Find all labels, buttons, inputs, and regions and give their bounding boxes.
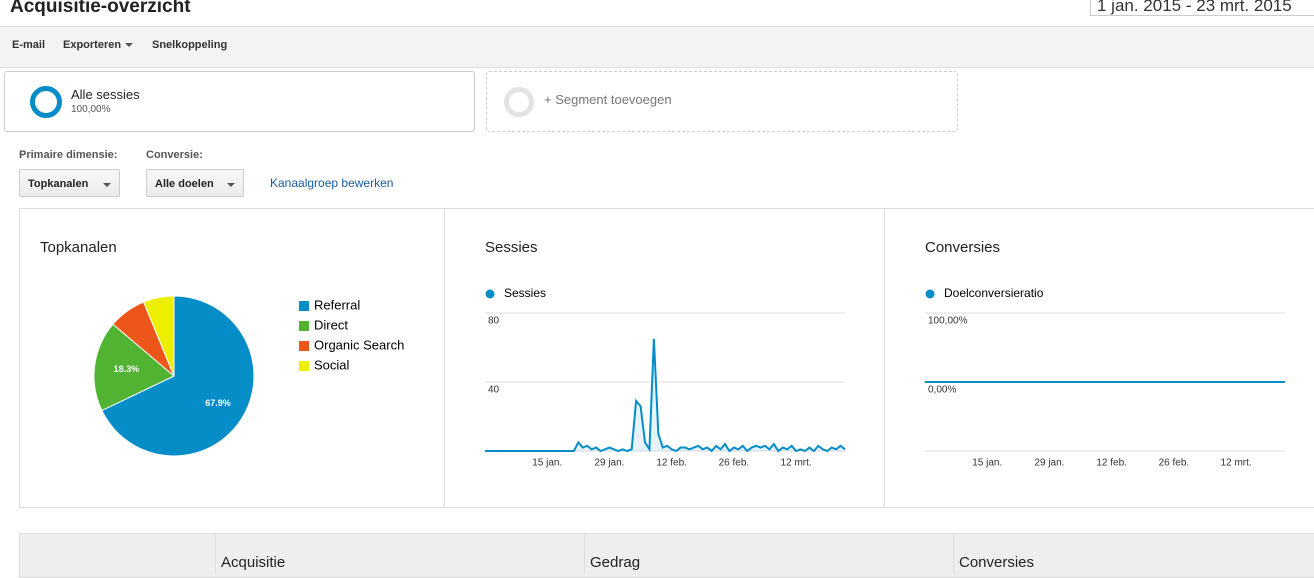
divider bbox=[953, 533, 954, 573]
divider bbox=[444, 208, 445, 508]
table-group: Conversies bbox=[959, 554, 1035, 571]
pie-slice bbox=[93, 323, 175, 412]
x-tick-label: 15 jan. bbox=[532, 458, 562, 469]
dropdown[interactable]: Topkanalen bbox=[19, 169, 120, 197]
page-title: Acquisitie-overzicht bbox=[10, 0, 191, 17]
slice-label: 18.3% bbox=[114, 364, 140, 374]
x-tick-label: 29 jan. bbox=[594, 458, 624, 469]
toolbar bbox=[0, 26, 1314, 68]
pie-slice bbox=[142, 295, 175, 377]
y-tick-label: 40 bbox=[488, 385, 500, 396]
panel-row bbox=[19, 208, 1314, 508]
legend-swatch bbox=[299, 341, 309, 351]
legend-label: Doelconversieratio bbox=[944, 286, 1044, 300]
y-tick-label: 0,00% bbox=[928, 385, 956, 396]
toolbar-item[interactable]: E-mail bbox=[12, 39, 46, 51]
legend-label: Direct bbox=[314, 317, 348, 332]
x-tick-label: 12 mrt. bbox=[1221, 458, 1252, 469]
area bbox=[485, 338, 845, 451]
add-segment[interactable]: + Segment toevoegen bbox=[544, 92, 672, 107]
label: Primaire dimensie: bbox=[19, 149, 118, 161]
legend-dot bbox=[925, 289, 935, 299]
divider bbox=[215, 533, 216, 573]
legend-swatch bbox=[299, 301, 309, 311]
toolbar-item[interactable]: Exporteren bbox=[63, 39, 122, 51]
segment-percent: 100,00% bbox=[71, 104, 111, 115]
divider bbox=[884, 208, 885, 508]
dropdown-value: Topkanalen bbox=[28, 178, 89, 190]
label: Conversie: bbox=[146, 149, 203, 161]
x-tick-label: 12 feb. bbox=[656, 458, 687, 469]
x-tick-label: 12 mrt. bbox=[781, 458, 812, 469]
toolbar-item[interactable]: Snelkoppeling bbox=[152, 39, 228, 51]
legend-label: Organic Search bbox=[314, 337, 404, 352]
legend-dot bbox=[485, 289, 495, 299]
legend-swatch bbox=[299, 361, 309, 371]
table-group: Acquisitie bbox=[221, 554, 286, 571]
y-tick-label: 100,00% bbox=[928, 316, 968, 327]
x-tick-label: 26 feb. bbox=[1159, 458, 1190, 469]
table-header bbox=[19, 533, 1314, 578]
dropdown[interactable]: Alle doelen bbox=[146, 169, 244, 197]
add-segment-card[interactable] bbox=[486, 71, 958, 132]
panel-title: Sessies bbox=[485, 239, 538, 256]
x-tick-label: 12 feb. bbox=[1096, 458, 1127, 469]
dropdown-value: Alle doelen bbox=[155, 178, 214, 190]
line bbox=[485, 338, 846, 453]
segment-icon bbox=[504, 87, 534, 117]
legend-label: Referral bbox=[314, 297, 360, 312]
x-tick-label: 29 jan. bbox=[1034, 458, 1064, 469]
segment-card[interactable] bbox=[4, 71, 475, 132]
dropdown-caret bbox=[125, 43, 133, 51]
x-tick-label: 26 feb. bbox=[719, 458, 750, 469]
link[interactable]: Kanaalgroep bewerken bbox=[270, 176, 394, 190]
pie-slice bbox=[101, 295, 255, 457]
segment-name: Alle sessies bbox=[71, 87, 140, 102]
date-range[interactable]: 1 jan. 2015 - 23 mrt. 2015 bbox=[1090, 0, 1314, 16]
divider bbox=[584, 533, 585, 573]
panel-title: Topkanalen bbox=[40, 239, 117, 256]
y-tick-label: 80 bbox=[488, 316, 500, 327]
legend-label: Sessies bbox=[504, 286, 546, 300]
slice-label: 67.9% bbox=[205, 398, 231, 408]
x-tick-label: 15 jan. bbox=[972, 458, 1002, 469]
legend-label: Social bbox=[314, 357, 350, 372]
legend-swatch bbox=[299, 321, 309, 331]
panel-title: Conversies bbox=[925, 239, 1001, 256]
segment-icon bbox=[30, 86, 62, 118]
table-group: Gedrag bbox=[590, 554, 641, 571]
